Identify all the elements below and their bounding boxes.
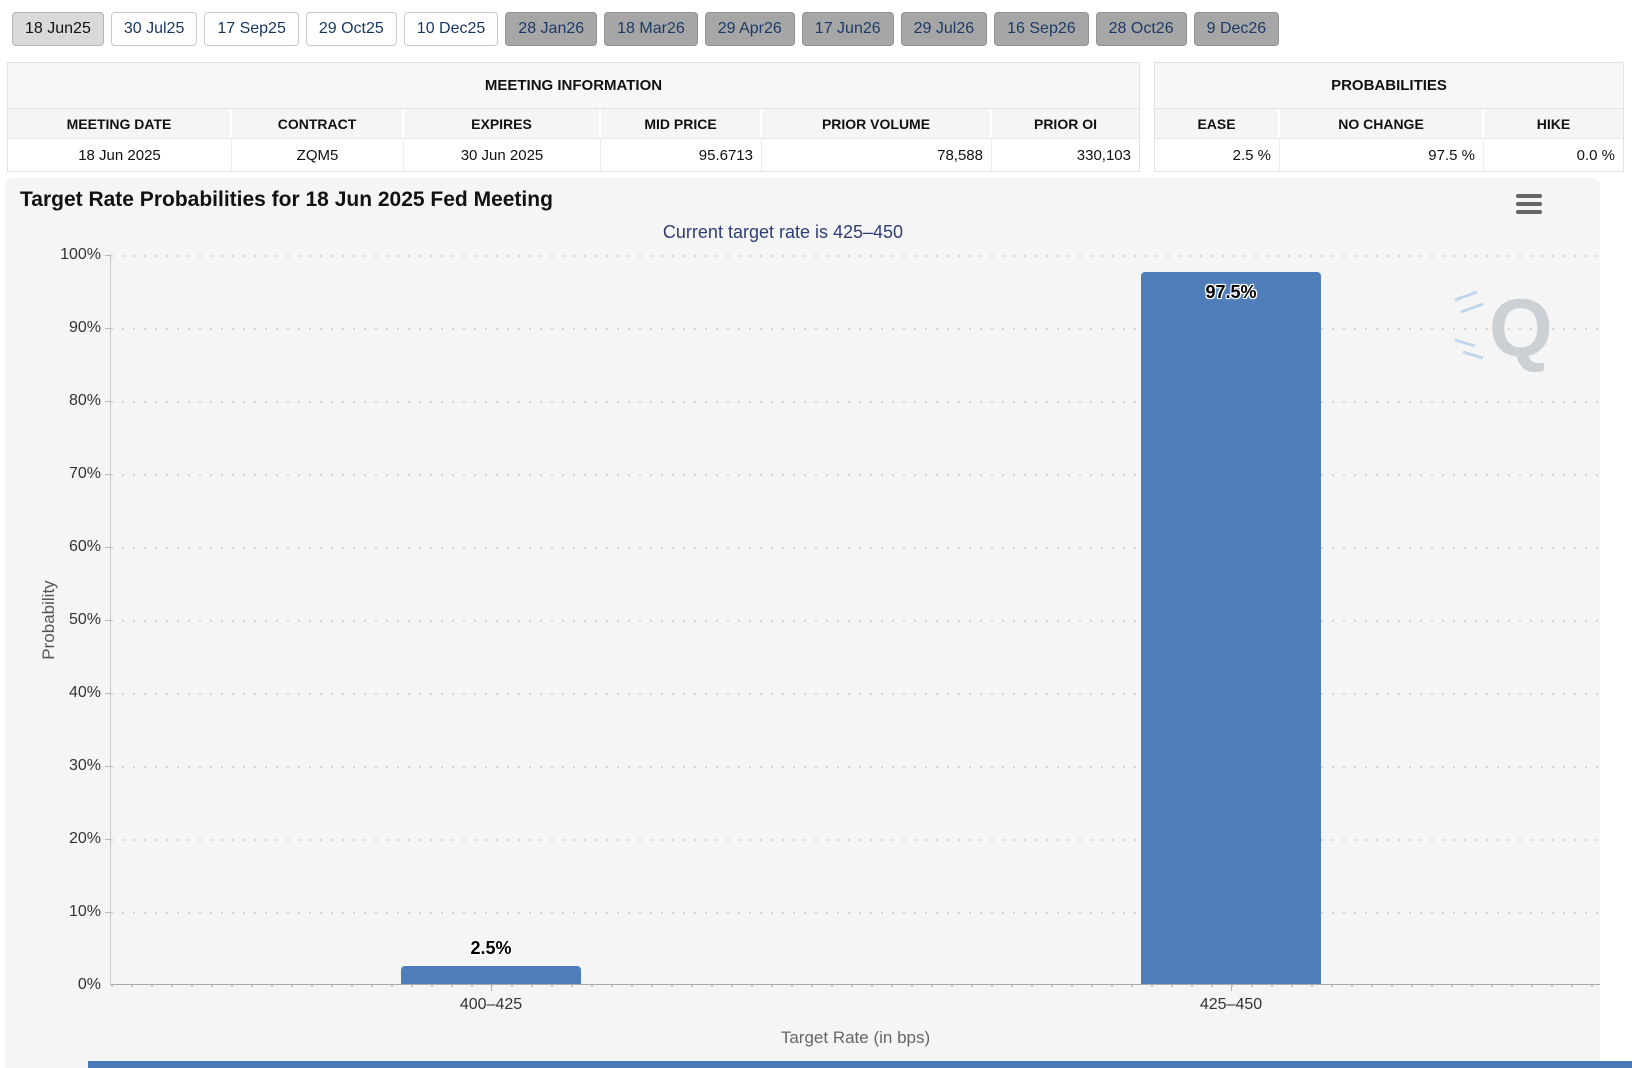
y-axis-tick (105, 912, 111, 913)
y-axis-tick-label: 10% (68, 903, 101, 920)
tab-17-jun26[interactable]: 17 Jun26 (801, 12, 894, 46)
tab-10-dec25[interactable]: 10 Dec25 (403, 12, 499, 46)
gridline (111, 328, 1600, 330)
meeting-date-tabbar: 18 Jun25 30 Jul25 17 Sep25 29 Oct25 10 D… (12, 12, 1280, 46)
bar-425-450[interactable]: 97.5% (1141, 272, 1321, 984)
x-axis-title: Target Rate (in bps) (780, 1028, 931, 1047)
hamburger-menu-icon[interactable] (1516, 194, 1542, 214)
tab-28-jan26[interactable]: 28 Jan26 (505, 12, 598, 46)
y-axis-tick (105, 255, 111, 256)
fedwatch-chart-card: Target Rate Probabilities for 18 Jun 202… (5, 178, 1600, 1068)
chart-subtitle: Current target rate is 425–450 (662, 222, 904, 242)
y-axis-tick (105, 693, 111, 694)
y-axis-tick (105, 547, 111, 548)
meeting-information-table: MEETING INFORMATION MEETING DATE CONTRAC… (7, 62, 1140, 172)
table-row: 2.5 % 97.5 % 0.0 % (1155, 139, 1623, 171)
gridline (111, 839, 1600, 841)
col-header-prior-oi: PRIOR OI (992, 109, 1139, 138)
gridline (111, 912, 1600, 914)
y-axis-tick (105, 328, 111, 329)
prior-volume-value: 78,588 (762, 139, 992, 171)
info-tables-row: MEETING INFORMATION MEETING DATE CONTRAC… (7, 62, 1624, 172)
menu-bar (1516, 210, 1542, 214)
tab-17-sep25[interactable]: 17 Sep25 (204, 12, 299, 46)
bottom-accent-bar (88, 1061, 1632, 1068)
col-header-prior-volume: PRIOR VOLUME (762, 109, 992, 138)
gridline (111, 255, 1600, 257)
prior-oi-value: 330,103 (1076, 146, 1131, 164)
menu-bar (1516, 194, 1542, 198)
probabilities-table: PROBABILITIES EASE NO CHANGE HIKE 2.5 % … (1154, 62, 1624, 172)
y-axis-tick-label: 50% (68, 611, 101, 628)
gridline (111, 474, 1600, 476)
col-header-no-change: NO CHANGE (1280, 109, 1484, 138)
y-axis-tick-label: 60% (68, 538, 101, 555)
y-axis-tick (105, 401, 111, 402)
y-axis-tick-label: 30% (68, 757, 101, 774)
y-axis-tick (105, 766, 111, 767)
col-header-expires: EXPIRES (404, 109, 601, 138)
tab-28-oct26[interactable]: 28 Oct26 (1095, 12, 1187, 46)
no-change-value: 97.5 % (1280, 139, 1484, 171)
meeting-information-title: MEETING INFORMATION (8, 63, 1139, 109)
x-axis-tick (1231, 984, 1232, 991)
bar-data-label: 97.5% (1205, 282, 1257, 303)
hike-value: 0.0 % (1576, 146, 1615, 164)
table-row: 18 Jun 2025 ZQM5 30 Jun 2025 95.6713 78,… (8, 139, 1139, 171)
tab-9-dec26[interactable]: 9 Dec26 (1193, 12, 1280, 46)
col-header-ease: EASE (1155, 109, 1280, 138)
tab-16-sep26[interactable]: 16 Sep26 (994, 12, 1089, 46)
gridline (111, 547, 1600, 549)
x-axis-tick-label: 425–450 (1199, 996, 1263, 1013)
gridline (111, 766, 1600, 768)
y-axis-tick-label: 90% (68, 319, 101, 336)
tab-29-jul26[interactable]: 29 Jul26 (900, 12, 988, 46)
tab-29-oct25[interactable]: 29 Oct25 (305, 12, 397, 46)
svg-text:Q: Q (1489, 283, 1553, 374)
x-axis-tick (491, 984, 492, 991)
y-axis-tick-label: 20% (68, 830, 101, 847)
probabilities-title: PROBABILITIES (1155, 63, 1623, 109)
x-axis-minor-ticks (111, 985, 1600, 987)
y-axis-tick-label: 80% (68, 392, 101, 409)
y-axis-tick (105, 620, 111, 621)
q-logo-watermark-icon: Q (1454, 283, 1553, 374)
plot-area: 100% 90% 80% 70% 60% 50% 40% 30% 20% 10%… (39, 246, 1600, 1047)
gridline (111, 401, 1600, 403)
gridline (111, 620, 1600, 622)
col-header-meeting-date: MEETING DATE (8, 109, 232, 138)
y-axis-tick-label: 100% (60, 246, 101, 263)
expires-value: 30 Jun 2025 (404, 139, 601, 171)
col-header-hike: HIKE (1484, 109, 1623, 138)
tab-18-jun25[interactable]: 18 Jun25 (12, 12, 104, 46)
y-axis-title: Probability (39, 579, 58, 660)
y-axis-tick-label: 70% (68, 465, 101, 482)
bar-data-label: 2.5% (470, 937, 512, 958)
tab-29-apr26[interactable]: 29 Apr26 (704, 12, 795, 46)
y-axis-tick (105, 474, 111, 475)
y-axis-tick-label: 40% (68, 684, 101, 701)
tables-gap (1140, 62, 1154, 172)
tab-18-mar26[interactable]: 18 Mar26 (604, 12, 698, 46)
menu-bar (1516, 202, 1542, 206)
chart-title: Target Rate Probabilities for 18 Jun 202… (20, 188, 553, 211)
col-header-mid-price: MID PRICE (601, 109, 762, 138)
gridline (111, 693, 1600, 695)
col-header-contract: CONTRACT (232, 109, 404, 138)
tab-30-jul25[interactable]: 30 Jul25 (110, 12, 198, 46)
ease-value: 2.5 % (1155, 139, 1280, 171)
contract-value: ZQM5 (232, 139, 404, 171)
meeting-date-value: 18 Jun 2025 (8, 139, 232, 171)
x-axis-tick-label: 400–425 (459, 996, 523, 1013)
y-axis-tick (105, 839, 111, 840)
mid-price-value: 95.6713 (601, 139, 762, 171)
y-axis-tick-label: 0% (77, 976, 101, 993)
bar-400-425[interactable]: 2.5% (401, 938, 581, 984)
